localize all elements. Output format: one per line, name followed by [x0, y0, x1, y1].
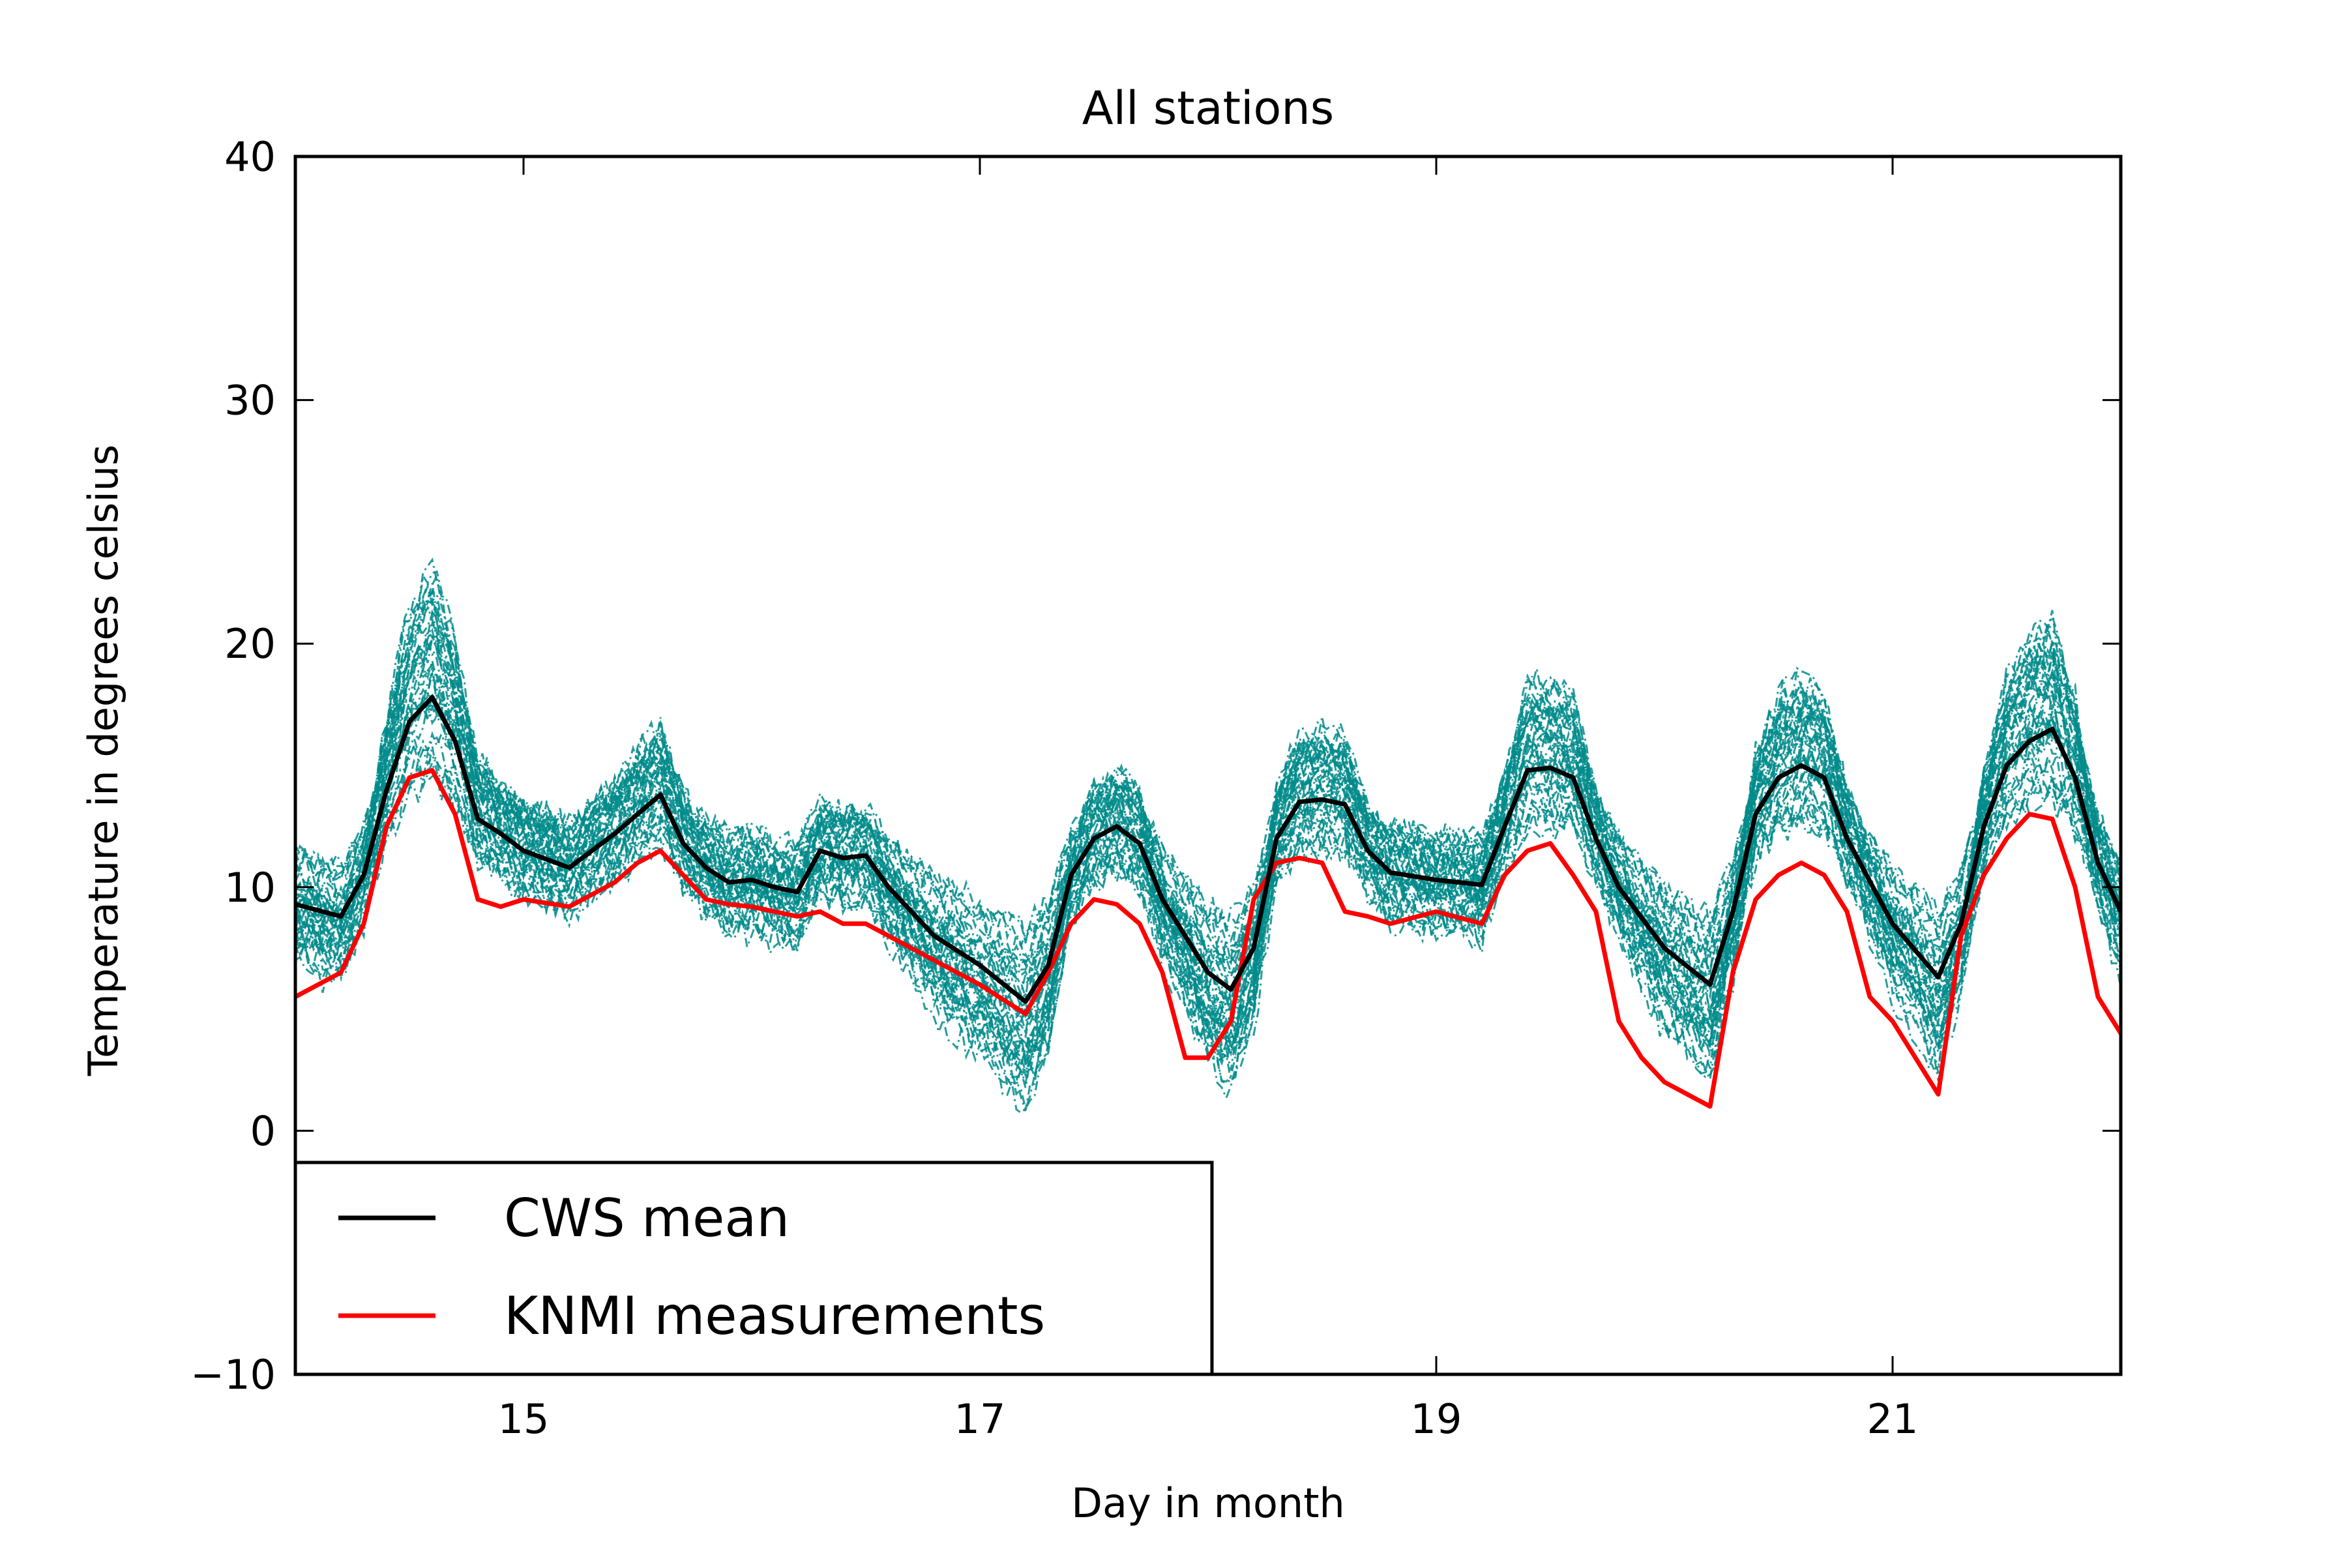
- x-tick-label: 21: [1867, 1395, 1919, 1443]
- legend-box: [293, 1161, 1214, 1376]
- series-line: [295, 768, 2121, 1109]
- x-tick-label: 17: [954, 1395, 1006, 1443]
- legend-label: CWS mean: [504, 1188, 790, 1249]
- y-tick-label: 10: [224, 864, 276, 911]
- legend: CWS mean KNMI measurements: [293, 1161, 1214, 1376]
- legend-label: KNMI measurements: [504, 1286, 1045, 1346]
- station-line: [295, 583, 2121, 1072]
- series-line: [295, 694, 2121, 1004]
- x-axis-label: Day in month: [1071, 1479, 1345, 1527]
- station-line: [295, 572, 2121, 1056]
- y-axis-label: Temperature in degrees celsius: [80, 445, 127, 1077]
- station-line: [295, 666, 2121, 949]
- station-line: [295, 630, 2121, 998]
- series-lines-group: [295, 694, 2121, 1109]
- ticks-group: 15 17 19 21 −10 0 10 20 30 40: [190, 133, 2121, 1443]
- station-line: [295, 638, 2121, 1112]
- station-line: [295, 671, 2121, 968]
- y-tick-label: −10: [190, 1351, 276, 1398]
- y-tick-label: 0: [250, 1107, 276, 1155]
- y-tick-label: 20: [224, 620, 276, 668]
- station-line: [295, 745, 2121, 971]
- station-line: [295, 673, 2121, 1069]
- station-line: [295, 760, 2121, 971]
- x-tick-label: 19: [1411, 1395, 1462, 1443]
- station-line: [295, 610, 2121, 1022]
- station-line: [295, 771, 2121, 978]
- x-tick-label: 15: [498, 1395, 550, 1443]
- station-line: [295, 597, 2121, 1089]
- station-line: [295, 583, 2121, 1059]
- station-line: [295, 621, 2121, 1079]
- station-line: [295, 605, 2121, 1019]
- y-tick-label: 40: [224, 133, 276, 181]
- chart-title: All stations: [1082, 81, 1334, 135]
- y-tick-label: 30: [224, 377, 276, 424]
- station-line: [295, 746, 2121, 997]
